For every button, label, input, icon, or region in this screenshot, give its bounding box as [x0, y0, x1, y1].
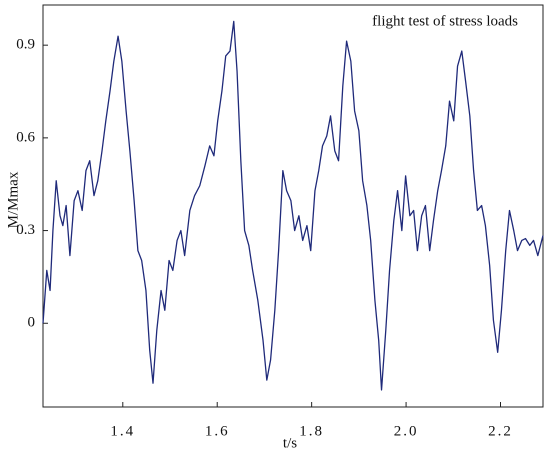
annotation: flight test of stress loads: [372, 13, 518, 29]
y-tick-label: 0.9: [16, 37, 35, 53]
x-tick-label: 1.4: [110, 423, 135, 439]
data-line: [42, 20, 544, 391]
plot-frame: [42, 4, 544, 408]
x-tick-label: 1.8: [299, 423, 324, 439]
x-tick-label: 2.0: [394, 423, 419, 439]
x-tick-label: 1.6: [205, 423, 230, 439]
x-tick-label: 2.2: [488, 423, 513, 439]
y-axis-label: M/Mmax: [5, 171, 21, 228]
y-tick-label: 0: [28, 315, 36, 331]
x-axis-label: t/s: [283, 435, 297, 451]
y-tick-label: 0.3: [16, 222, 35, 238]
y-tick-label: 0.6: [16, 129, 35, 145]
